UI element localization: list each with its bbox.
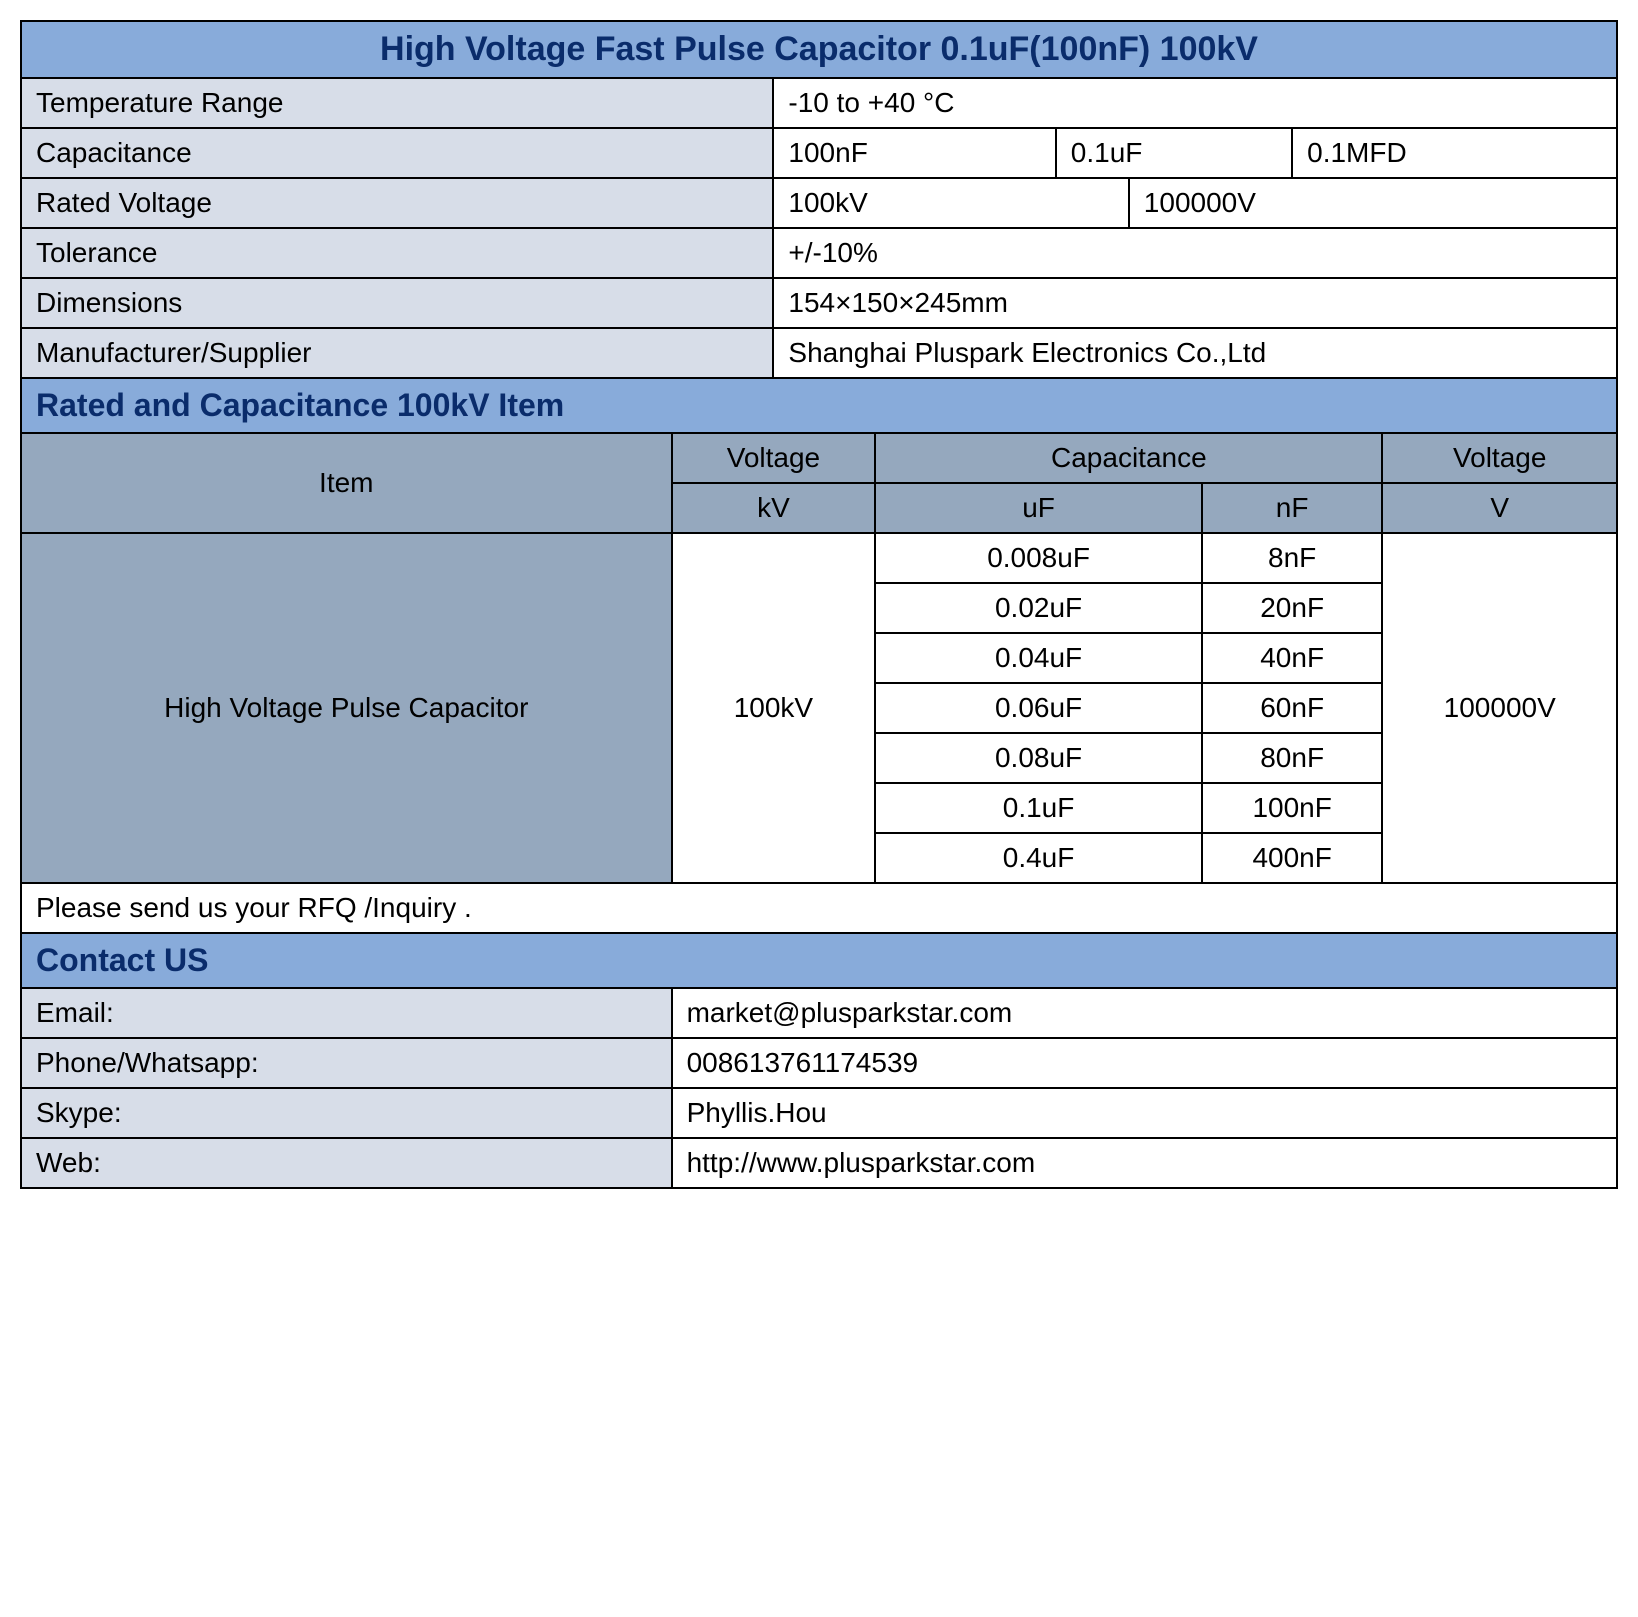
tolerance-label: Tolerance (21, 228, 773, 278)
temp-value: -10 to +40 °C (773, 78, 1617, 128)
col-voltage: Voltage (672, 433, 876, 483)
manufacturer-label: Manufacturer/Supplier (21, 328, 773, 378)
capacitance-label: Capacitance (21, 128, 773, 178)
cap-uf: 0.06uF (875, 683, 1202, 733)
tolerance-value: +/-10% (773, 228, 1617, 278)
dimensions-value: 154×150×245mm (773, 278, 1617, 328)
cap-nf: 40nF (1202, 633, 1383, 683)
section2-title: Rated and Capacitance 100kV Item (21, 378, 1617, 433)
cap-uf: 0.4uF (875, 833, 1202, 883)
col-voltage2: Voltage (1382, 433, 1617, 483)
cap-nf: 80nF (1202, 733, 1383, 783)
col-uf: uF (875, 483, 1202, 533)
cap-uf: 0.08uF (875, 733, 1202, 783)
web-value: http://www.plusparkstar.com (672, 1138, 1617, 1188)
cap-nf: 20nF (1202, 583, 1383, 633)
email-value: market@plusparkstar.com (672, 988, 1617, 1038)
voltage-v1: 100kV (773, 178, 1128, 228)
capacitance-v1: 100nF (773, 128, 1055, 178)
page-title: High Voltage Fast Pulse Capacitor 0.1uF(… (21, 21, 1617, 78)
capacitance-v3: 0.1MFD (1292, 128, 1617, 178)
col-kv: kV (672, 483, 876, 533)
voltage-label: Rated Voltage (21, 178, 773, 228)
item-name: High Voltage Pulse Capacitor (21, 533, 672, 883)
cap-uf: 0.02uF (875, 583, 1202, 633)
cap-nf: 60nF (1202, 683, 1383, 733)
manufacturer-value: Shanghai Pluspark Electronics Co.,Ltd (773, 328, 1617, 378)
skype-label: Skype: (21, 1088, 672, 1138)
rfq-note: Please send us your RFQ /Inquiry . (21, 883, 1617, 933)
capacitance-v2: 0.1uF (1056, 128, 1292, 178)
cap-uf: 0.1uF (875, 783, 1202, 833)
cap-nf: 8nF (1202, 533, 1383, 583)
voltage-v2: 100000V (1129, 178, 1617, 228)
item-v: 100000V (1382, 533, 1617, 883)
contact-title: Contact US (21, 933, 1617, 988)
col-v: V (1382, 483, 1617, 533)
cap-nf: 400nF (1202, 833, 1383, 883)
web-label: Web: (21, 1138, 672, 1188)
spec-table: High Voltage Fast Pulse Capacitor 0.1uF(… (20, 20, 1618, 1189)
skype-value: Phyllis.Hou (672, 1088, 1617, 1138)
item-kv: 100kV (672, 533, 876, 883)
col-nf: nF (1202, 483, 1383, 533)
cap-uf: 0.008uF (875, 533, 1202, 583)
cap-uf: 0.04uF (875, 633, 1202, 683)
phone-value: 008613761174539 (672, 1038, 1617, 1088)
col-item: Item (21, 433, 672, 533)
email-label: Email: (21, 988, 672, 1038)
col-capacitance: Capacitance (875, 433, 1382, 483)
phone-label: Phone/Whatsapp: (21, 1038, 672, 1088)
dimensions-label: Dimensions (21, 278, 773, 328)
cap-nf: 100nF (1202, 783, 1383, 833)
temp-label: Temperature Range (21, 78, 773, 128)
